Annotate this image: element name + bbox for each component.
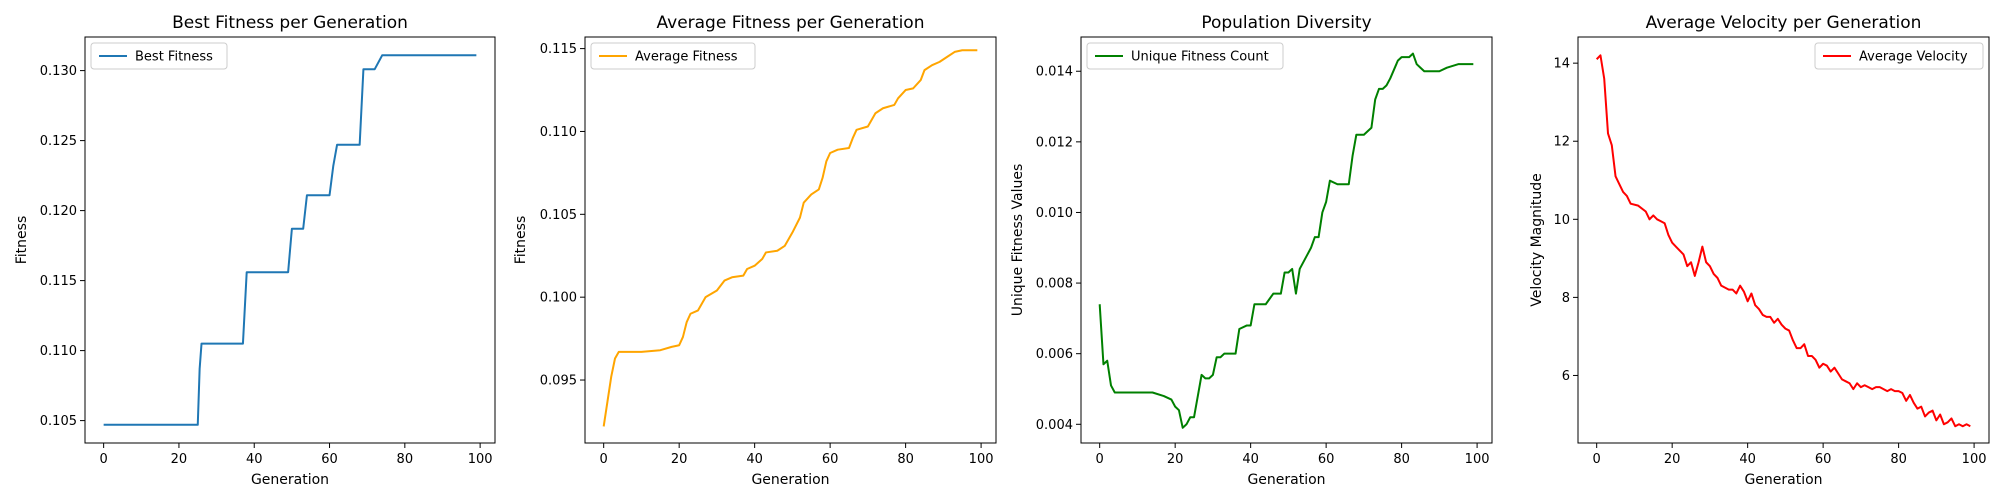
y-axis-label: Velocity Magnitude <box>1529 173 1545 307</box>
y-tick-label: 0.014 <box>1036 65 1073 80</box>
y-tick-label: 0.125 <box>40 134 77 149</box>
chart-2: 0 20 40 60 80 100 0.095 0.100 0.105 0.110 0.115 Ave… <box>513 13 997 488</box>
y-tick-label: 0.105 <box>540 208 577 223</box>
legend-box <box>590 42 756 70</box>
y-tick-label: 0.006 <box>1036 347 1073 362</box>
x-tick-label: 40 <box>1242 452 1259 467</box>
series-line <box>1098 52 1474 429</box>
x-tick-label: 20 <box>171 452 188 467</box>
x-tick-label: 80 <box>1393 452 1410 467</box>
chart-title: Average Velocity per Generation <box>1646 13 1922 33</box>
x-tick-label: 80 <box>1890 452 1907 467</box>
chart-3: 0 20 40 60 80 100 0.004 0.006 0.008 0.010 0.012 0.0… <box>1010 13 1493 488</box>
chart-title: Population Diversity <box>1201 13 1371 33</box>
series-line <box>103 54 477 426</box>
y-tick-label: 0.100 <box>540 291 577 306</box>
y-tick-label: 8 <box>1562 291 1570 306</box>
x-tick-label: 20 <box>671 452 688 467</box>
plot-frame <box>1080 36 1493 444</box>
x-tick-label: 60 <box>321 452 338 467</box>
chart-1: 0 20 40 60 80 100 0.105 0.110 0.115 0.120 0.125 0.1… <box>14 13 496 488</box>
x-tick-label: 0 <box>99 452 107 467</box>
legend: Average Velocity <box>1814 42 1984 70</box>
legend: Average Fitness <box>590 42 756 70</box>
y-tick-label: 0.115 <box>540 42 577 57</box>
y-axis-label: Fitness <box>14 216 30 265</box>
y-tick-label: 12 <box>1553 135 1570 150</box>
series-line <box>1595 54 1971 428</box>
x-tick-label: 40 <box>1739 452 1756 467</box>
x-tick-label: 0 <box>600 452 608 467</box>
y-tick-label: 0.008 <box>1036 277 1073 292</box>
x-tick-label: 40 <box>246 452 263 467</box>
y-tick-label: 0.095 <box>540 374 577 389</box>
chart-title: Best Fitness per Generation <box>172 13 408 33</box>
x-tick-label: 80 <box>897 452 914 467</box>
plot-frame <box>84 36 496 444</box>
x-axis-label: Generation <box>251 472 329 488</box>
legend-label: Average Fitness <box>635 50 738 65</box>
legend-label: Unique Fitness Count <box>1131 50 1269 65</box>
plot-frame <box>1577 36 1990 444</box>
x-tick-label: 100 <box>1465 452 1490 467</box>
y-tick-label: 0.115 <box>40 274 77 289</box>
y-axis-label: Unique Fitness Values <box>1010 164 1026 317</box>
y-tick-label: 0.010 <box>1036 206 1073 221</box>
legend-box <box>1814 42 1984 70</box>
y-tick-label: 10 <box>1553 213 1570 228</box>
x-tick-label: 0 <box>1593 452 1601 467</box>
x-axis-label: Generation <box>1744 472 1822 488</box>
x-tick-label: 0 <box>1096 452 1104 467</box>
y-tick-label: 0.130 <box>40 64 77 79</box>
x-axis-label: Generation <box>1247 472 1325 488</box>
y-tick-label: 6 <box>1562 369 1570 384</box>
legend-label: Best Fitness <box>135 50 213 65</box>
y-tick-label: 0.105 <box>40 414 77 429</box>
chart-4: 0 20 40 60 80 100 6 8 10 12 14 Average Velocity per… <box>1529 13 1990 488</box>
y-tick-label: 0.110 <box>40 344 77 359</box>
x-tick-label: 40 <box>746 452 763 467</box>
legend: Best Fitness <box>90 42 228 70</box>
x-tick-label: 100 <box>468 452 493 467</box>
y-tick-label: 14 <box>1553 57 1570 72</box>
x-tick-label: 80 <box>397 452 414 467</box>
y-axis-label: Fitness <box>513 216 529 265</box>
x-axis-label: Generation <box>751 472 829 488</box>
legend-label: Average Velocity <box>1859 50 1968 65</box>
chart-title: Average Fitness per Generation <box>657 13 925 33</box>
plot-frame <box>584 36 997 444</box>
x-tick-label: 20 <box>1167 452 1184 467</box>
x-tick-label: 100 <box>1962 452 1987 467</box>
legend-box <box>90 42 228 70</box>
x-tick-label: 60 <box>1815 452 1832 467</box>
y-tick-label: 0.004 <box>1036 418 1073 433</box>
legend-box <box>1086 42 1284 70</box>
y-tick-label: 0.110 <box>540 125 577 140</box>
legend: Unique Fitness Count <box>1086 42 1284 70</box>
x-tick-label: 20 <box>1664 452 1681 467</box>
x-tick-label: 60 <box>822 452 839 467</box>
y-tick-label: 0.120 <box>40 204 77 219</box>
x-tick-label: 60 <box>1318 452 1335 467</box>
y-tick-label: 0.012 <box>1036 135 1073 150</box>
x-tick-label: 100 <box>969 452 994 467</box>
series-line <box>602 49 978 427</box>
